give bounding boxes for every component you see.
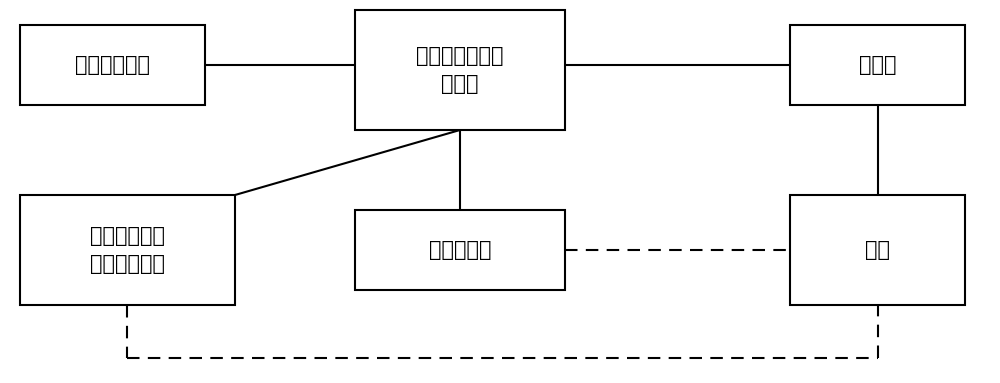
Bar <box>20 25 205 105</box>
Text: 车辆: 车辆 <box>865 240 890 260</box>
Bar <box>355 210 565 290</box>
Bar <box>20 195 235 305</box>
Bar <box>790 25 965 105</box>
Text: 电网送电线路: 电网送电线路 <box>75 55 150 75</box>
Text: 电压降压电流控
制系统: 电压降压电流控 制系统 <box>416 46 504 94</box>
Text: 路面探测器: 路面探测器 <box>429 240 491 260</box>
Bar <box>790 195 965 305</box>
Bar <box>355 10 565 130</box>
Text: 无线信号接收
发射控制系统: 无线信号接收 发射控制系统 <box>90 226 165 274</box>
Text: 导电带: 导电带 <box>859 55 896 75</box>
